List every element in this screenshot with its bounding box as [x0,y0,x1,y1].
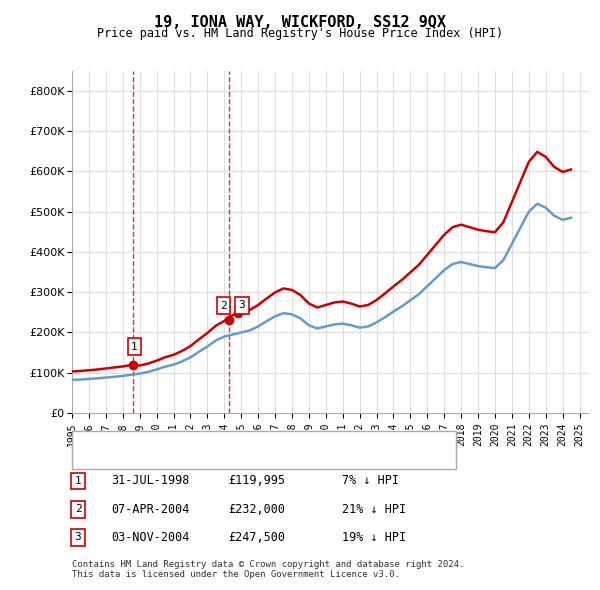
Text: 3: 3 [74,533,82,542]
Text: 31-JUL-1998: 31-JUL-1998 [111,474,190,487]
Text: £232,000: £232,000 [228,503,285,516]
Text: 21% ↓ HPI: 21% ↓ HPI [342,503,406,516]
Text: 19, IONA WAY, WICKFORD, SS12 9QX: 19, IONA WAY, WICKFORD, SS12 9QX [154,15,446,30]
Text: 2: 2 [220,300,227,310]
Text: HPI: Average price, detached house, Basildon: HPI: Average price, detached house, Basi… [111,454,386,463]
Text: 19, IONA WAY, WICKFORD, SS12 9QX (detached house): 19, IONA WAY, WICKFORD, SS12 9QX (detach… [111,436,417,445]
Text: 19% ↓ HPI: 19% ↓ HPI [342,531,406,544]
Text: £119,995: £119,995 [228,474,285,487]
Text: Contains HM Land Registry data © Crown copyright and database right 2024.
This d: Contains HM Land Registry data © Crown c… [72,560,464,579]
Text: 1: 1 [74,476,82,486]
Text: 07-APR-2004: 07-APR-2004 [111,503,190,516]
Text: £247,500: £247,500 [228,531,285,544]
Text: 7% ↓ HPI: 7% ↓ HPI [342,474,399,487]
Text: 3: 3 [238,300,245,310]
Text: 2: 2 [74,504,82,514]
Text: 1: 1 [131,342,137,352]
Text: Price paid vs. HM Land Registry's House Price Index (HPI): Price paid vs. HM Land Registry's House … [97,27,503,40]
Text: 03-NOV-2004: 03-NOV-2004 [111,531,190,544]
